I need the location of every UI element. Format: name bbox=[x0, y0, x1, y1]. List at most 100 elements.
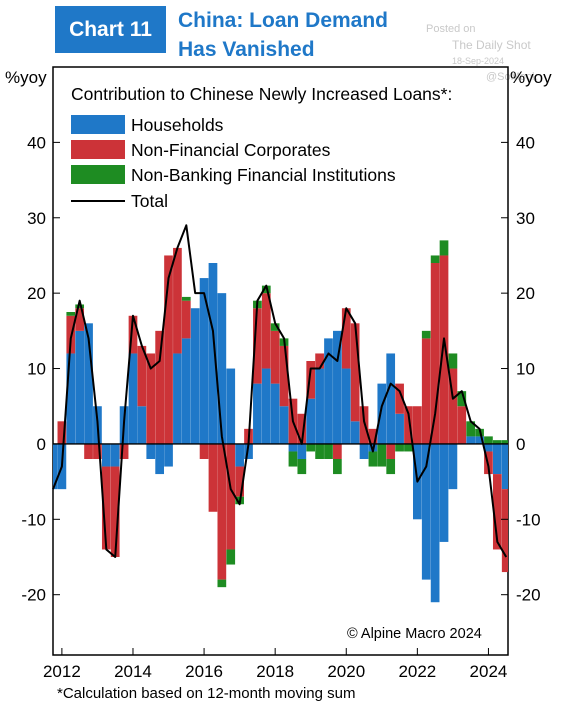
bar-nonfinancial-12 bbox=[155, 330, 164, 444]
bar-nonfinancial-24 bbox=[261, 293, 271, 369]
bar-households-29 bbox=[306, 398, 316, 444]
ytick-label-left-10: 10 bbox=[27, 360, 46, 379]
y-axis-unit-right: %yoy bbox=[510, 68, 552, 87]
bar-nonfinancial-7 bbox=[110, 466, 120, 557]
bar-households-38 bbox=[386, 353, 396, 444]
chart-title: China: Loan Demand Has Vanished bbox=[178, 6, 418, 64]
bar-nonfinancial-34 bbox=[350, 323, 360, 422]
bar-nonfinancial-15 bbox=[181, 300, 191, 339]
bar-nonbanking-19 bbox=[217, 579, 227, 588]
series-line-total bbox=[52, 224, 508, 558]
chart-title-line-2: Has Vanished bbox=[178, 38, 315, 61]
bar-households-26 bbox=[279, 406, 289, 444]
legend-label-nonfinancial: Non-Financial Corporates bbox=[131, 140, 331, 160]
ytick-label-right-10: 10 bbox=[516, 360, 535, 379]
bar-households-30 bbox=[315, 368, 324, 444]
bar-nonbanking-32 bbox=[333, 459, 342, 475]
chart-title-line-1: China: Loan Demand bbox=[178, 9, 389, 32]
ytick-label-left--20: -20 bbox=[21, 586, 46, 605]
bar-households-34 bbox=[350, 421, 360, 444]
ytick-label-right-0: 0 bbox=[516, 435, 525, 454]
bar-nonbanking-37 bbox=[377, 443, 387, 467]
xtick-label-2018: 2018 bbox=[256, 662, 294, 680]
bar-households-42 bbox=[421, 443, 431, 580]
bar-nonfinancial-18 bbox=[208, 443, 218, 512]
bar-nonbanking-42 bbox=[421, 330, 431, 339]
bar-households-2 bbox=[66, 353, 76, 444]
watermark: Posted on The Daily Shot 18-Sep-2024 @So… bbox=[426, 21, 538, 85]
bar-households-49 bbox=[484, 443, 493, 452]
bar-households-25 bbox=[270, 383, 280, 444]
bar-nonfinancial-50 bbox=[492, 474, 502, 550]
bar-households-11 bbox=[146, 443, 156, 459]
bar-nonbanking-45 bbox=[448, 353, 458, 369]
bar-households-35 bbox=[359, 443, 369, 459]
bar-nonfinancial-51 bbox=[501, 489, 508, 573]
bar-nonbanking-47 bbox=[466, 421, 476, 437]
bar-nonfinancial-11 bbox=[146, 353, 156, 444]
bar-nonbanking-40 bbox=[404, 443, 413, 452]
watermark-line-4: @SoMook bbox=[486, 71, 538, 83]
ytick-label-right--20: -20 bbox=[516, 586, 541, 605]
legend: Contribution to Chinese Newly Increased … bbox=[71, 84, 452, 211]
bar-households-48 bbox=[475, 436, 484, 444]
source-annotation: © Alpine Macro 2024 bbox=[347, 626, 482, 642]
bar-nonfinancial-5 bbox=[93, 443, 102, 459]
bar-nonbanking-3 bbox=[75, 304, 85, 309]
bar-nonfinancial-10 bbox=[137, 345, 147, 407]
bars-layer bbox=[53, 240, 508, 603]
bar-households-23 bbox=[253, 383, 262, 444]
bar-households-45 bbox=[448, 443, 458, 490]
bar-nonfinancial-32 bbox=[333, 443, 342, 459]
bar-households-4 bbox=[84, 323, 93, 444]
xtick-label-2020: 2020 bbox=[327, 662, 365, 680]
bar-households-15 bbox=[181, 338, 191, 444]
bar-households-13 bbox=[164, 443, 173, 467]
bar-nonbanking-25 bbox=[270, 323, 280, 331]
bar-nonfinancial-6 bbox=[101, 466, 111, 550]
bar-nonbanking-36 bbox=[368, 451, 378, 467]
bar-nonbanking-51 bbox=[501, 440, 508, 444]
bar-households-28 bbox=[297, 443, 307, 459]
bar-households-47 bbox=[466, 436, 476, 444]
watermark-line-2: The Daily Shot bbox=[452, 38, 531, 52]
bar-nonfinancial-4 bbox=[84, 443, 93, 459]
bar-nonbanking-20 bbox=[226, 549, 236, 565]
xtick-label-2014: 2014 bbox=[114, 662, 152, 680]
bar-households-33 bbox=[341, 368, 351, 444]
xtick-label-2016: 2016 bbox=[185, 662, 223, 680]
watermark-line-3: 18-Sep-2024 bbox=[452, 56, 505, 66]
bar-nonbanking-27 bbox=[288, 451, 298, 467]
bar-households-22 bbox=[244, 443, 253, 459]
bar-nonfinancial-3 bbox=[75, 308, 85, 331]
bar-households-17 bbox=[199, 278, 209, 444]
ytick-label-right--10: -10 bbox=[516, 510, 541, 529]
xtick-label-2012: 2012 bbox=[43, 662, 81, 680]
legend-label-total: Total bbox=[131, 191, 168, 211]
bar-households-20 bbox=[226, 368, 236, 444]
bar-households-50 bbox=[492, 443, 502, 475]
y-axis-unit-left: %yoy bbox=[5, 68, 47, 87]
bar-households-21 bbox=[235, 443, 244, 467]
ytick-label-left-0: 0 bbox=[37, 435, 46, 454]
bar-nonfinancial-19 bbox=[217, 443, 227, 580]
plot-frame bbox=[52, 66, 509, 656]
bar-households-14 bbox=[173, 353, 182, 444]
ytick-label-left-40: 40 bbox=[27, 133, 46, 152]
xtick-label-2024: 2024 bbox=[470, 662, 508, 680]
legend-swatch-nonfinancial bbox=[71, 140, 125, 159]
bar-households-3 bbox=[75, 330, 85, 444]
xtick-label-2022: 2022 bbox=[398, 662, 436, 680]
bar-households-12 bbox=[155, 443, 164, 475]
bar-households-16 bbox=[190, 308, 200, 444]
bar-nonfinancial-20 bbox=[226, 443, 236, 550]
bar-nonbanking-2 bbox=[66, 312, 76, 316]
bar-households-7 bbox=[110, 443, 120, 467]
bar-nonbanking-29 bbox=[306, 443, 316, 452]
bar-households-19 bbox=[217, 293, 227, 444]
bar-nonfinancial-30 bbox=[315, 353, 324, 369]
bar-nonbanking-44 bbox=[439, 240, 449, 256]
bar-households-27 bbox=[288, 443, 298, 452]
bar-nonbanking-28 bbox=[297, 459, 307, 475]
bar-nonbanking-46 bbox=[457, 391, 467, 407]
